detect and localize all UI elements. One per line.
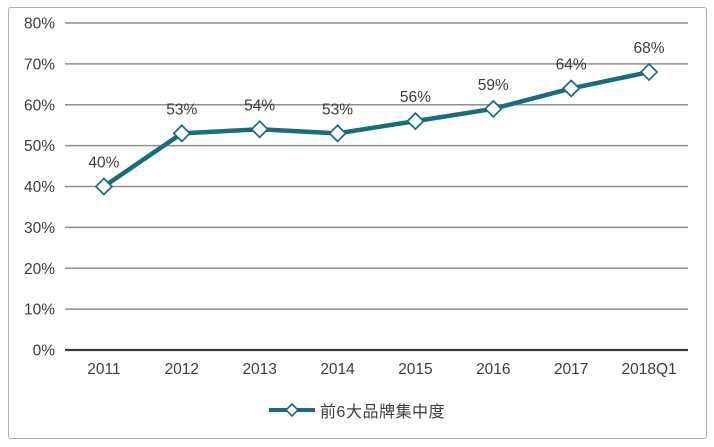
x-axis-tick-label: 2016 [476, 361, 510, 378]
x-axis-tick-label: 2014 [320, 361, 355, 378]
y-axis-tick-label: 70% [24, 56, 55, 73]
data-point-marker [484, 99, 503, 119]
data-point-marker [94, 177, 114, 196]
chart-frame [8, 7, 707, 439]
data-label: 53% [166, 101, 197, 118]
data-point-marker [250, 120, 269, 139]
data-label: 56% [400, 89, 431, 106]
data-label: 40% [88, 155, 119, 172]
x-axis-tick-label: 2018Q1 [621, 361, 676, 378]
legend-line-marker-icon [269, 402, 316, 418]
data-point-marker [561, 79, 581, 98]
y-axis-tick-label: 20% [24, 261, 55, 278]
legend-label: 前6大品牌集中度 [320, 404, 445, 421]
y-axis-tick-label: 0% [33, 343, 56, 360]
data-label: 54% [244, 97, 275, 114]
y-axis-tick-label: 80% [24, 16, 55, 33]
data-label: 68% [634, 40, 665, 57]
y-axis-tick-label: 50% [24, 138, 55, 155]
y-axis-tick-label: 10% [24, 302, 55, 319]
data-point-marker [639, 62, 659, 82]
data-label: 59% [478, 77, 509, 94]
series-line [101, 69, 652, 189]
y-axis-tick-label: 30% [24, 220, 55, 237]
x-axis-tick-label: 2011 [87, 361, 120, 378]
data-label: 64% [556, 56, 587, 73]
x-axis-tick-label: 2013 [242, 361, 276, 378]
x-axis-tick-label: 2017 [554, 361, 588, 378]
data-point-marker [406, 111, 425, 131]
x-axis-tick-label: 2015 [398, 361, 432, 378]
data-point-marker [172, 124, 192, 143]
y-axis-tick-label: 60% [24, 97, 55, 114]
data-point-marker [328, 124, 347, 143]
data-label: 53% [322, 101, 353, 118]
x-axis-tick-label: 2012 [165, 361, 199, 378]
legend: 前6大品牌集中度 [0, 398, 714, 422]
y-axis-tick-label: 40% [24, 179, 55, 196]
